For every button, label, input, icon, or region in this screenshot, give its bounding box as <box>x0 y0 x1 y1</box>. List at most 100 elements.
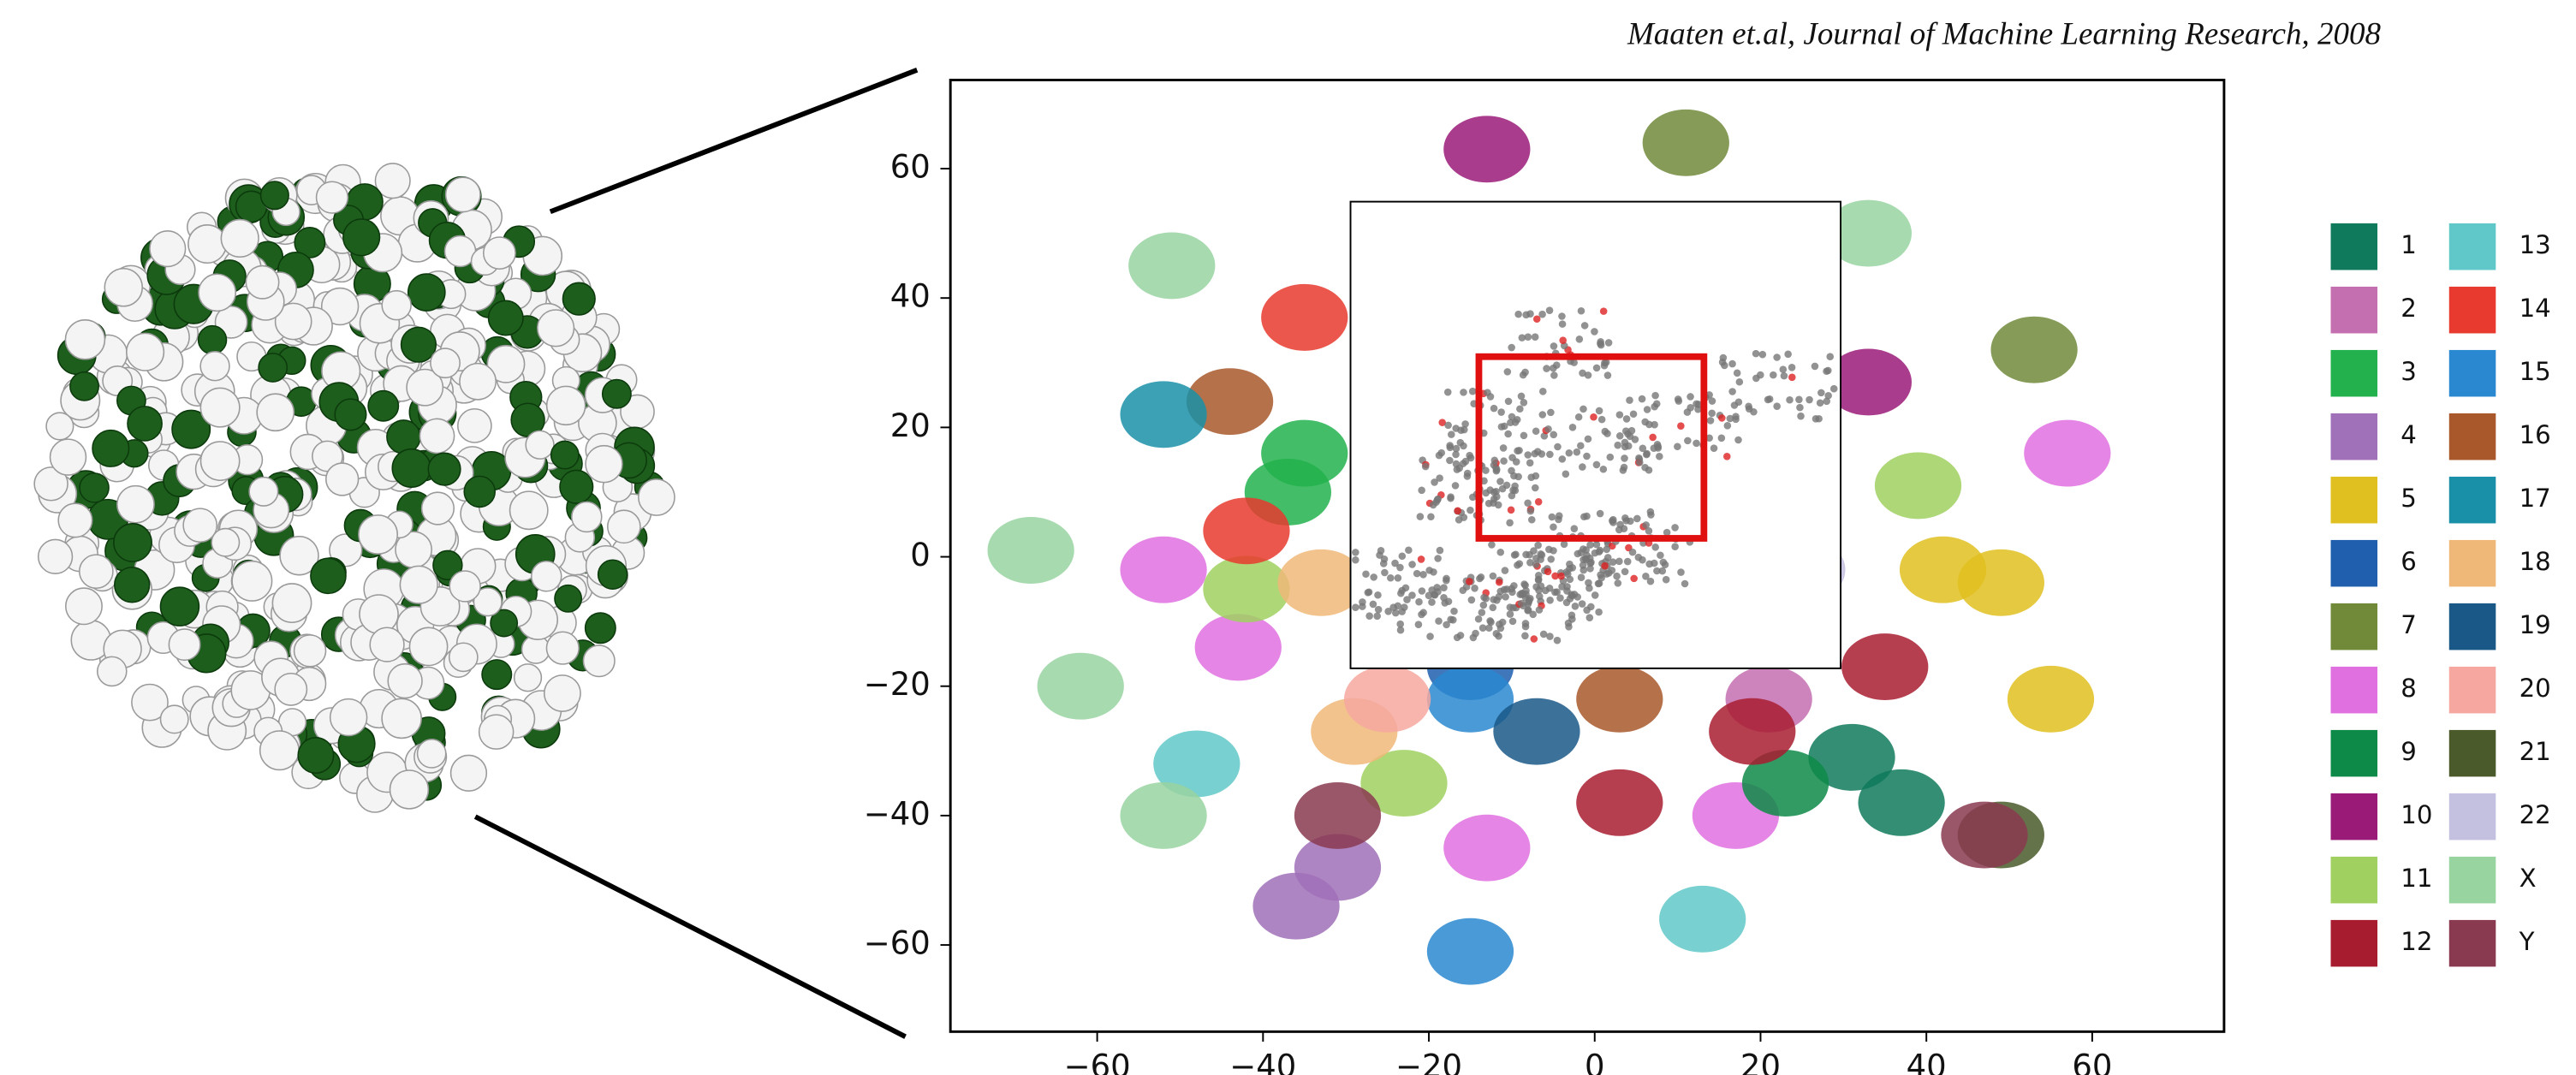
inset-dot <box>1468 597 1476 604</box>
legend-swatch <box>2331 603 2378 650</box>
inset-dot <box>1501 586 1508 594</box>
atom <box>161 705 188 733</box>
atom <box>551 441 579 468</box>
atom <box>544 675 580 711</box>
inset-dot <box>1641 464 1649 472</box>
atom <box>603 380 631 408</box>
inset-dot <box>1457 426 1465 434</box>
inset-dot <box>1693 440 1700 448</box>
inset-dot <box>1732 413 1740 420</box>
inset-dot <box>1642 521 1650 529</box>
inset-dot <box>1586 614 1594 621</box>
inset-dot <box>1817 399 1824 407</box>
inset-dot <box>1531 635 1538 643</box>
cluster-point <box>1643 110 1729 176</box>
inset-dot <box>1710 444 1718 452</box>
inset-dot <box>1674 442 1681 450</box>
atom <box>169 629 199 660</box>
inset-dot <box>1718 435 1726 442</box>
legend-label: 3 <box>2400 357 2417 386</box>
inset-dot <box>1509 618 1517 626</box>
atom <box>114 524 152 561</box>
protein-illustration <box>34 163 675 812</box>
atom <box>598 560 628 589</box>
cluster-point <box>1875 452 1961 519</box>
inset-dot <box>1532 333 1539 341</box>
inset-dot <box>1621 454 1628 462</box>
y-tick-label: −20 <box>864 666 931 703</box>
atom <box>257 394 294 431</box>
inset-dot <box>1629 549 1637 556</box>
atom <box>200 388 240 427</box>
legend-swatch <box>2331 730 2378 777</box>
inset-dot <box>1781 372 1788 380</box>
cluster-point <box>1443 116 1530 182</box>
inset-dot <box>1418 487 1425 495</box>
legend-label: 10 <box>2400 800 2432 829</box>
inset-dot <box>1532 484 1539 492</box>
inset-dot <box>1659 567 1667 575</box>
inset-dot <box>1604 554 1612 561</box>
inset-dot <box>1773 353 1781 361</box>
inset-dot <box>1434 555 1442 562</box>
atom <box>117 486 154 523</box>
inset-dot <box>1499 619 1507 627</box>
legend: 12345678910111213141516171819202122XY <box>2331 223 2551 966</box>
atom <box>572 502 602 532</box>
inset-dot <box>1628 427 1636 435</box>
inset-dot <box>1446 457 1454 465</box>
cluster-point <box>2024 420 2110 487</box>
atom <box>188 225 226 263</box>
inset-dot <box>1413 570 1421 578</box>
inset-dot <box>1387 574 1395 582</box>
inset-dot <box>1540 631 1548 638</box>
inset-dot <box>1452 482 1460 490</box>
legend-label: 5 <box>2400 484 2417 513</box>
inset-dot <box>1534 542 1542 549</box>
atom <box>547 386 586 425</box>
atom <box>127 333 164 371</box>
inset-dot <box>1580 567 1587 574</box>
inset-dot <box>1595 609 1603 616</box>
inset-dot <box>1521 633 1529 640</box>
inset-dot <box>1579 600 1586 608</box>
inset-dot <box>1504 431 1512 438</box>
cluster-point <box>1576 769 1663 836</box>
inset-dot <box>1651 543 1659 551</box>
inset-dot <box>1720 354 1728 362</box>
inset-dot <box>1497 408 1505 416</box>
cluster-point <box>1709 698 1795 765</box>
inset-dot <box>1830 385 1838 393</box>
inset-dot <box>1443 575 1450 583</box>
inset-dot <box>1639 445 1647 453</box>
inset-dot <box>1518 600 1526 608</box>
inset-dot <box>1757 371 1764 379</box>
cluster-point <box>1120 782 1206 849</box>
atom <box>408 274 445 311</box>
legend-swatch <box>2449 730 2496 777</box>
inset-dot <box>1444 422 1452 430</box>
atom <box>449 571 480 602</box>
inset-dot <box>1671 543 1679 550</box>
legend-label: 2 <box>2400 294 2417 323</box>
inset-dot <box>1644 406 1651 413</box>
cluster-point <box>1841 633 1928 700</box>
inset-dot <box>1524 499 1532 507</box>
inset-dot <box>1471 585 1478 592</box>
inset-dot <box>1449 616 1457 624</box>
inset-dot <box>1591 591 1599 599</box>
inset-dot <box>1677 422 1685 430</box>
legend-label: 8 <box>2400 674 2417 703</box>
inset-dot <box>1496 478 1504 485</box>
inset-dot <box>1750 408 1758 416</box>
atom <box>80 555 113 588</box>
inset-dot <box>1417 513 1425 520</box>
legend-label: 9 <box>2400 737 2417 766</box>
inset-dot <box>1502 593 1509 601</box>
inset-dot <box>1472 630 1479 638</box>
atom <box>272 584 311 622</box>
inset-dot <box>1752 350 1760 358</box>
inset-dot <box>1508 507 1515 514</box>
inset-dot <box>1564 570 1572 578</box>
inset-dot <box>1681 580 1689 588</box>
